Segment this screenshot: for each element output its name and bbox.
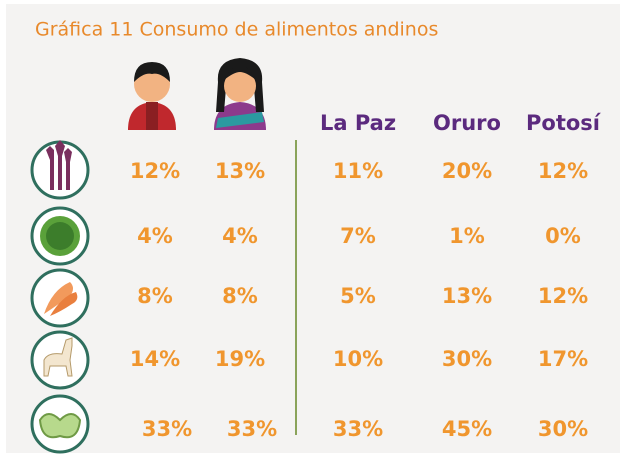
cell-value: 33%	[333, 417, 383, 441]
cell-value: 8%	[137, 284, 173, 308]
table: La Paz Oruro Potosí 12% 13% 11% 20% 12% 4% 4% 7% 1%…	[130, 111, 602, 441]
cell-value: 4%	[222, 224, 258, 248]
cell-value: 12%	[538, 159, 588, 183]
cell-value: 13%	[215, 159, 265, 183]
cell-value: 30%	[442, 347, 492, 371]
cell-value: 45%	[442, 417, 492, 441]
cell-value: 12%	[538, 284, 588, 308]
bean-icon	[30, 394, 90, 454]
cell-value: 13%	[442, 284, 492, 308]
cell-value: 19%	[215, 347, 265, 371]
cell-value: 7%	[340, 224, 376, 248]
cell-value: 10%	[333, 347, 383, 371]
column-header: Potosí	[526, 111, 602, 135]
cell-value: 12%	[130, 159, 180, 183]
cell-value: 8%	[222, 284, 258, 308]
column-header: La Paz	[320, 111, 396, 135]
cell-value: 0%	[545, 224, 581, 248]
cell-value: 5%	[340, 284, 376, 308]
root-icon	[30, 268, 90, 328]
cell-value: 33%	[227, 417, 277, 441]
cell-value: 17%	[538, 347, 588, 371]
column-header: Oruro	[433, 111, 501, 135]
cell-value: 14%	[130, 347, 180, 371]
cell-value: 4%	[137, 224, 173, 248]
background	[6, 4, 620, 453]
cell-value: 20%	[442, 159, 492, 183]
cell-value: 33%	[142, 417, 192, 441]
woman-icon	[214, 58, 266, 130]
quinoa-icon	[30, 140, 90, 200]
cell-value: 30%	[538, 417, 588, 441]
man-icon	[128, 62, 176, 130]
llama-icon	[30, 330, 90, 390]
greens-icon	[30, 206, 90, 266]
cell-value: 1%	[449, 224, 485, 248]
title: Gráfica 11 Consumo de alimentos andinos	[35, 19, 438, 41]
cell-value: 11%	[333, 159, 383, 183]
